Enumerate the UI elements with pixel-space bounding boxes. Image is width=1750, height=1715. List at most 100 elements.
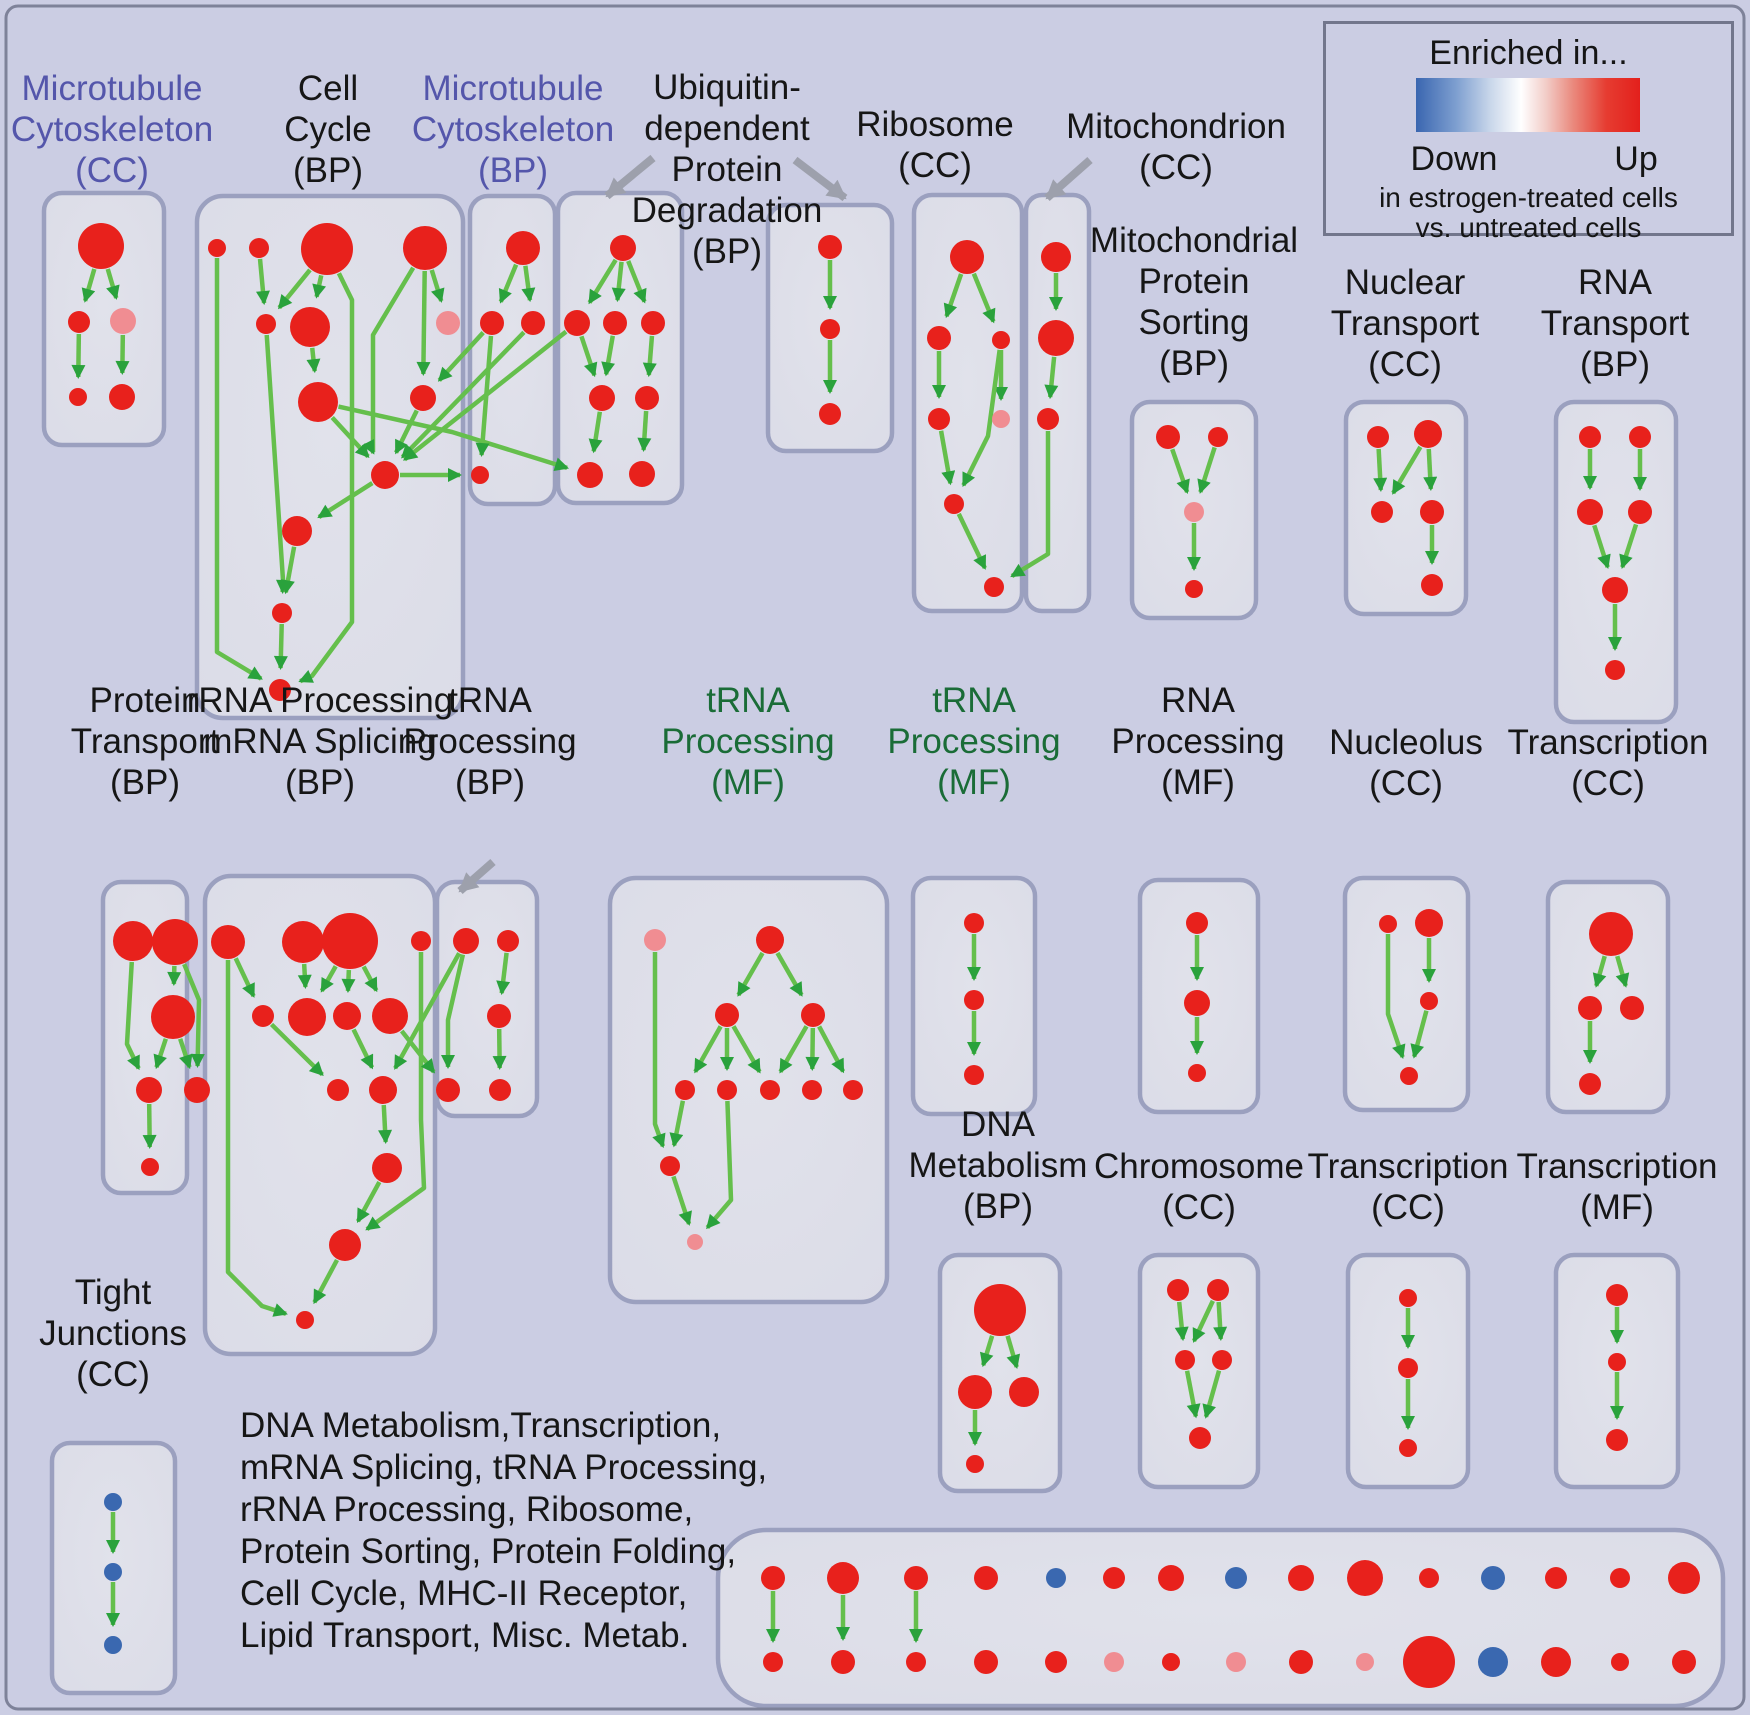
go-term-node bbox=[104, 1563, 122, 1581]
go-term-node bbox=[589, 385, 615, 411]
go-term-node bbox=[974, 1650, 998, 1674]
go-term-node bbox=[256, 314, 276, 334]
go-term-node bbox=[1207, 1279, 1229, 1301]
go-term-node bbox=[109, 384, 135, 410]
go-term-node bbox=[1608, 1353, 1626, 1371]
go-term-node bbox=[1162, 1653, 1180, 1671]
go-term-node bbox=[322, 913, 378, 969]
edge-arrow bbox=[611, 261, 626, 303]
go-term-node bbox=[1175, 1350, 1195, 1370]
cluster-label-rna-transport: RNA Transport (BP) bbox=[1541, 263, 1690, 384]
cluster-label-nucleolus: Nucleolus (CC) bbox=[1329, 723, 1483, 803]
go-term-node bbox=[1212, 1350, 1232, 1370]
edge-arrow bbox=[1202, 1369, 1222, 1419]
go-term-node bbox=[1579, 426, 1601, 448]
cluster-label-tight-junctions: Tight Junctions (CC) bbox=[39, 1273, 187, 1394]
cluster-label-ubiquitin-degradation: Ubiquitin-dependent Protein Degradation (BP… bbox=[632, 68, 823, 271]
cluster-label-microtubule-cc: Microtubule Cytoskeleton (CC) bbox=[11, 69, 213, 190]
edge-arrow bbox=[355, 1180, 382, 1224]
cluster-label-protein-transport: Protein Transport (BP) bbox=[71, 681, 220, 802]
edge-arrow bbox=[938, 430, 956, 486]
edge-arrow bbox=[124, 961, 141, 1071]
edge-arrow bbox=[306, 347, 321, 374]
edge-arrow bbox=[393, 952, 462, 1070]
go-term-node bbox=[801, 1003, 825, 1027]
edge-arrow bbox=[1213, 1301, 1228, 1342]
legend-down-label: Down bbox=[1410, 140, 1498, 178]
go-term-node bbox=[818, 235, 842, 259]
edge-arrow bbox=[601, 335, 616, 377]
cluster-label-chromosome: Chromosome (CC) bbox=[1094, 1147, 1304, 1227]
edge-arrow bbox=[225, 960, 288, 1317]
go-term-node bbox=[1421, 574, 1443, 596]
go-term-node bbox=[1478, 1647, 1508, 1677]
cluster-label-microtubule-bp: Microtubule Cytoskeleton (BP) bbox=[412, 69, 614, 190]
cluster-label-transcription-mf: Transcription (MF) bbox=[1517, 1147, 1718, 1227]
edge-arrow bbox=[705, 1100, 734, 1230]
go-term-node bbox=[1579, 1073, 1601, 1095]
go-term-node bbox=[1606, 1284, 1628, 1306]
go-term-node bbox=[1578, 996, 1602, 1020]
go-term-node bbox=[1186, 912, 1208, 934]
edge-arrow bbox=[400, 330, 526, 459]
edge-arrow bbox=[1410, 1010, 1429, 1059]
go-term-node bbox=[1403, 1636, 1455, 1688]
go-term-node bbox=[906, 1652, 926, 1672]
go-term-node bbox=[603, 311, 627, 335]
edge-arrow bbox=[1184, 1370, 1201, 1419]
cluster-box-chromosome bbox=[1137, 1252, 1261, 1490]
go-term-node bbox=[827, 1562, 859, 1594]
go-term-node bbox=[1420, 992, 1438, 1010]
edge-arrow bbox=[214, 258, 263, 681]
edge-arrow bbox=[521, 265, 536, 303]
edge-arrow bbox=[182, 963, 205, 1069]
go-term-node bbox=[1672, 1650, 1696, 1674]
go-term-node bbox=[410, 385, 436, 411]
go-term-node bbox=[208, 239, 226, 257]
go-term-node bbox=[756, 926, 784, 954]
edge-arrow bbox=[971, 272, 996, 324]
go-term-node bbox=[1589, 912, 1633, 956]
go-term-node bbox=[1577, 499, 1603, 525]
go-term-node bbox=[820, 319, 840, 339]
go-term-node bbox=[436, 311, 460, 335]
go-term-node bbox=[1189, 1427, 1211, 1449]
go-term-node bbox=[1104, 1652, 1124, 1672]
cluster-label-rrna-mrna: rRNA Processing mRNA Splicing (BP) bbox=[187, 681, 453, 802]
go-term-node bbox=[288, 998, 326, 1036]
go-term-node bbox=[1356, 1653, 1374, 1671]
cluster-label-transcription-cc-1: Transcription (CC) bbox=[1508, 723, 1709, 803]
go-term-node bbox=[927, 326, 951, 350]
edge-arrow bbox=[1391, 445, 1423, 495]
go-term-node bbox=[802, 1080, 822, 1100]
edge-arrow bbox=[341, 969, 356, 994]
edge-arrow bbox=[365, 952, 427, 1232]
go-term-node bbox=[296, 1311, 314, 1329]
go-term-node bbox=[635, 386, 659, 410]
edge-arrow bbox=[399, 1029, 436, 1074]
go-term-node bbox=[1046, 1568, 1066, 1588]
edge-arrow bbox=[1619, 523, 1639, 570]
go-term-node bbox=[1347, 1560, 1383, 1596]
edge-arrow bbox=[1010, 431, 1051, 578]
cluster-box-nucleolus bbox=[1342, 875, 1471, 1113]
cluster-label-nuclear-transport: Nuclear Transport (CC) bbox=[1331, 263, 1480, 384]
go-term-node bbox=[497, 930, 519, 952]
go-term-node bbox=[1399, 1439, 1417, 1457]
legend-up-label: Up bbox=[1614, 140, 1658, 178]
go-term-node bbox=[480, 311, 504, 335]
labels-layer: Microtubule Cytoskeleton (CC) Cell Cycle (BP)… bbox=[11, 68, 1718, 1655]
go-term-node bbox=[1371, 501, 1393, 523]
go-term-node bbox=[1605, 660, 1625, 680]
edge-arrow bbox=[778, 1025, 809, 1074]
edge-arrow bbox=[817, 1025, 846, 1074]
cluster-box-nuclear-transport bbox=[1343, 399, 1469, 617]
go-term-node bbox=[1379, 915, 1397, 933]
go-term-node bbox=[1481, 1566, 1505, 1590]
go-term-node bbox=[843, 1080, 863, 1100]
edge-arrow bbox=[319, 965, 338, 993]
edge-arrow bbox=[1385, 934, 1406, 1059]
cluster-box-transcription-cc-1 bbox=[1545, 879, 1671, 1115]
go-term-node bbox=[1225, 1567, 1247, 1589]
edge-arrow bbox=[1044, 356, 1059, 400]
